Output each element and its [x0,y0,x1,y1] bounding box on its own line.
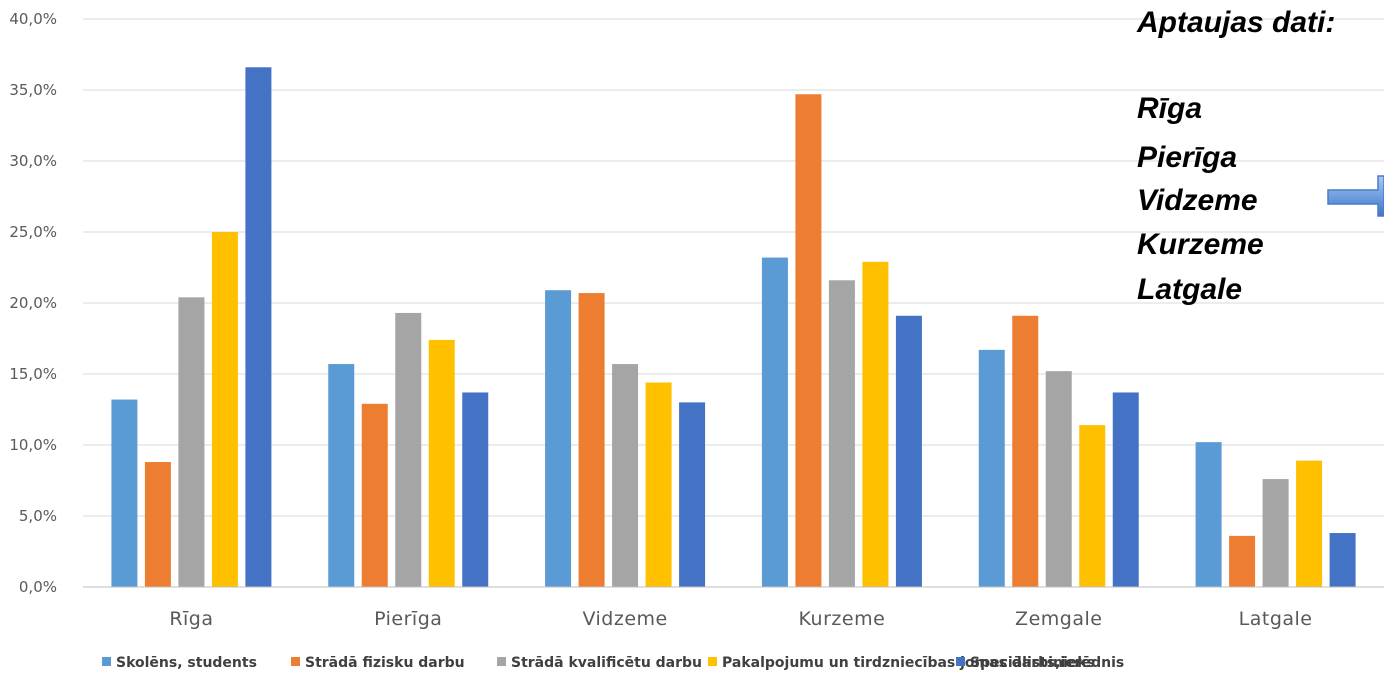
bar [1195,442,1222,587]
annotation-title: Aptaujas dati: [1136,6,1335,39]
y-tick-label: 10,0% [9,436,57,454]
bar [545,290,572,587]
x-category-label: Kurzeme [799,608,886,630]
bar [895,315,922,587]
y-axis-ticks: 0,0% 5,0% 10,0% 15,0% 20,0% 25,0% 30,0% 35,0% 40… [9,10,57,596]
bar [761,257,788,587]
legend-label: Strādā fizisku darbu [305,655,465,671]
annotation-item-riga: Rīga [1137,92,1202,125]
bar [428,339,455,587]
bar [1262,479,1289,587]
legend-swatch [102,657,111,666]
y-tick-label: 5,0% [19,507,57,525]
bar [679,402,706,587]
legend-swatch [708,657,717,666]
y-tick-label: 0,0% [19,578,57,596]
bar [612,364,639,587]
x-axis-categories: Rīga Pierīga Vidzeme Kurzeme Zemgale Latgale [169,608,1312,630]
bar [1079,425,1106,587]
bar [645,382,672,587]
bar [1112,392,1139,587]
bar [795,94,822,587]
legend-swatch [291,657,300,666]
annotation-item-pieriga: Pierīga [1137,141,1237,174]
legend-label: Pakalpojumu un tirdzniecības jomas darbi… [722,655,1095,671]
bar [462,392,489,587]
bar [245,67,272,587]
bar [211,232,238,587]
legend-label: Speciālists,ierēdnis [970,655,1124,671]
y-tick-label: 15,0% [9,365,57,383]
right-arrow-icon [1327,175,1384,217]
legend-label: Strādā kvalificētu darbu [511,655,702,671]
x-category-label: Vidzeme [582,608,667,630]
y-tick-label: 25,0% [9,223,57,241]
x-category-label: Latgale [1239,608,1313,630]
bar [1045,371,1072,587]
annotation-item-latgale: Latgale [1137,273,1242,306]
x-category-label: Zemgale [1015,608,1102,630]
y-tick-label: 40,0% [9,10,57,28]
bar [144,462,171,587]
bar [978,349,1005,587]
x-category-label: Rīga [169,608,213,630]
legend-swatch [956,657,965,666]
annotation-item-kurzeme: Kurzeme [1137,228,1264,261]
y-tick-label: 20,0% [9,294,57,312]
legend-label: Skolēns, students [116,655,257,671]
gridlines [83,18,1384,517]
legend: Skolēns, students Strādā fizisku darbu Str… [102,655,1124,671]
bar [395,312,422,587]
bar [361,403,388,587]
bar [828,280,855,587]
bar [578,293,605,587]
bar [111,399,138,587]
y-tick-label: 35,0% [9,81,57,99]
bar [1012,315,1039,587]
bar [1296,460,1323,587]
bar [1229,535,1256,587]
survey-annotation: Aptaujas dati: Rīga Pierīga Vidzeme Kurz… [1136,6,1384,306]
y-tick-label: 30,0% [9,152,57,170]
bars [111,67,1356,587]
bar [328,364,355,587]
annotation-item-vidzeme: Vidzeme [1137,184,1258,217]
x-category-label: Pierīga [374,608,442,630]
bar [1329,533,1356,587]
bar [178,297,205,587]
legend-swatch [497,657,506,666]
bar [862,261,889,587]
